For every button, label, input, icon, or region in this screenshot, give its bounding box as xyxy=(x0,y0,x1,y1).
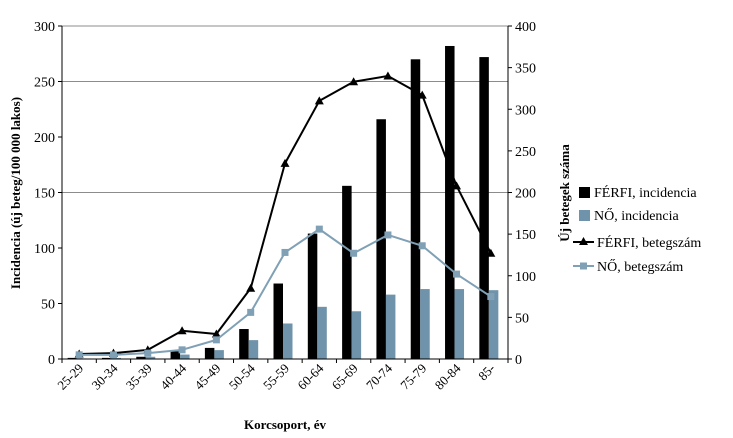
left-tick-label-100: 100 xyxy=(34,242,55,257)
legend-label-no-incidencia: NŐ, incidencia xyxy=(594,207,680,224)
bar-no-incidencia-40-44 xyxy=(180,354,190,359)
bar-no-incidencia-35-39 xyxy=(145,356,156,359)
legend-item-ferfi-incidencia: FÉRFI, incidencia xyxy=(579,184,697,201)
point-no-betegszam-40-44 xyxy=(178,346,186,354)
legend: FÉRFI, incidencia NŐ, incidencia FÉRFI, … xyxy=(573,184,701,275)
point-no-betegszam-30-34 xyxy=(109,351,117,359)
legend-marker-triangle-icon xyxy=(579,237,588,245)
point-no-betegszam-85 xyxy=(487,293,495,301)
point-ferfi-betegszam-60-64 xyxy=(314,96,324,105)
bar-no-incidencia-65-69 xyxy=(351,311,362,359)
point-ferfi-betegszam-75-79 xyxy=(417,90,427,99)
right-axis-ticks: 0 50 100 150 200 250 300 350 400 xyxy=(508,20,536,368)
point-ferfi-betegszam-50-54 xyxy=(246,283,256,292)
left-tick-label-150: 150 xyxy=(34,187,55,202)
bar-no-incidencia-70-74 xyxy=(385,294,396,359)
x-tick-label-40-44: 40-44 xyxy=(157,360,189,392)
left-tick-label-200: 200 xyxy=(34,131,55,146)
x-tick-label-35-39: 35-39 xyxy=(123,361,155,393)
bar-ferfi-incidencia-65-69 xyxy=(342,185,352,359)
right-tick-label-400: 400 xyxy=(515,20,536,35)
point-no-betegszam-80-84 xyxy=(453,270,461,278)
bar-ferfi-incidencia-30-34 xyxy=(101,357,112,359)
bar-ferfi-incidencia-80-84 xyxy=(445,45,455,359)
x-tick-label-75-79: 75-79 xyxy=(397,361,429,393)
bar-no-incidencia-75-79 xyxy=(420,289,430,359)
x-axis-label: Korcsoport, év xyxy=(244,417,327,432)
y-axis-label: Incidencia (új beteg/100 000 lakos) xyxy=(8,97,23,289)
x-tick-label-60-64: 60-64 xyxy=(294,360,326,392)
point-no-betegszam-25-29 xyxy=(75,351,83,359)
bar-no-incidencia-45-49 xyxy=(214,350,224,359)
bar-ferfi-incidencia-35-39 xyxy=(136,356,146,359)
x-tick-label-50-54: 50-54 xyxy=(226,360,258,392)
left-tick-label-0: 0 xyxy=(48,353,55,368)
point-ferfi-betegszam-65-69 xyxy=(349,77,359,86)
left-tick-label-250: 250 xyxy=(34,76,55,91)
bar-no-incidencia-80-84 xyxy=(454,289,465,359)
legend-label-no-betegszam: NŐ, betegszám xyxy=(597,258,683,275)
bars xyxy=(67,45,499,360)
bar-ferfi-incidencia-25-29 xyxy=(67,357,78,359)
point-ferfi-betegszam-45-49 xyxy=(211,329,221,338)
legend-label-ferfi-incidencia: FÉRFI, incidencia xyxy=(594,184,697,201)
point-no-betegszam-55-59 xyxy=(281,248,289,256)
x-tick-label-85: 85- xyxy=(475,361,498,384)
point-no-betegszam-45-49 xyxy=(212,336,220,344)
point-ferfi-betegszam-80-84 xyxy=(452,181,462,190)
x-tick-label-25-29: 25-29 xyxy=(54,361,86,393)
bar-ferfi-incidencia-85 xyxy=(479,57,489,359)
bar-ferfi-incidencia-55-59 xyxy=(273,283,283,359)
point-no-betegszam-50-54 xyxy=(247,308,255,316)
right-tick-label-350: 350 xyxy=(515,62,536,77)
right-tick-label-0: 0 xyxy=(515,353,522,368)
right-tick-label-100: 100 xyxy=(515,270,536,285)
bar-no-incidencia-60-64 xyxy=(317,306,327,359)
point-no-betegszam-70-74 xyxy=(384,231,392,239)
x-tick-label-55-59: 55-59 xyxy=(260,361,292,393)
x-tick-label-70-74: 70-74 xyxy=(363,360,395,392)
x-tick-label-80-84: 80-84 xyxy=(432,360,464,392)
bar-no-incidencia-30-34 xyxy=(111,357,121,359)
point-ferfi-betegszam-55-59 xyxy=(280,158,290,167)
bar-no-incidencia-55-59 xyxy=(283,323,293,359)
legend-swatch-ferfi-incidencia xyxy=(579,187,590,198)
lines xyxy=(74,71,496,359)
right-tick-label-200: 200 xyxy=(515,187,536,202)
bar-ferfi-incidencia-45-49 xyxy=(204,347,215,359)
point-ferfi-betegszam-70-74 xyxy=(383,71,393,80)
bar-no-incidencia-85 xyxy=(488,290,499,359)
right-tick-label-50: 50 xyxy=(515,311,529,326)
legend-item-ferfi-betegszam: FÉRFI, betegszám xyxy=(573,234,701,251)
right-tick-label-300: 300 xyxy=(515,103,536,118)
bar-ferfi-incidencia-60-64 xyxy=(307,233,318,359)
point-no-betegszam-75-79 xyxy=(418,242,426,250)
point-no-betegszam-65-69 xyxy=(350,249,358,257)
x-axis-ticks: 25-29 30-34 35-39 40-44 45-49 50-54 55-59 60-64… xyxy=(54,359,509,393)
bar-ferfi-incidencia-40-44 xyxy=(170,351,181,359)
legend-item-no-incidencia: NŐ, incidencia xyxy=(579,207,680,224)
left-axis-ticks: 0 50 100 150 200 250 300 xyxy=(34,20,62,368)
point-no-betegszam-60-64 xyxy=(315,225,323,233)
legend-label-ferfi-betegszam: FÉRFI, betegszám xyxy=(597,234,701,251)
x-tick-label-65-69: 65-69 xyxy=(329,361,361,393)
left-tick-label-50: 50 xyxy=(41,298,55,313)
bar-ferfi-incidencia-50-54 xyxy=(239,329,249,359)
legend-marker-square-icon xyxy=(580,262,587,270)
right-tick-label-150: 150 xyxy=(515,228,536,243)
x-tick-label-45-49: 45-49 xyxy=(191,361,223,393)
left-tick-label-300: 300 xyxy=(34,20,55,35)
right-tick-label-250: 250 xyxy=(515,145,536,160)
bar-ferfi-incidencia-75-79 xyxy=(410,59,421,360)
legend-item-no-betegszam: NŐ, betegszám xyxy=(573,258,683,275)
point-no-betegszam-35-39 xyxy=(144,349,152,357)
bar-no-incidencia-50-54 xyxy=(248,340,259,359)
point-ferfi-betegszam-40-44 xyxy=(177,326,187,335)
y2-axis-label: Új betegek száma xyxy=(557,144,572,242)
gridlines xyxy=(62,25,508,193)
point-ferfi-betegszam-85 xyxy=(486,248,496,257)
legend-swatch-no-incidencia xyxy=(579,210,590,221)
x-tick-label-30-34: 30-34 xyxy=(89,360,121,392)
